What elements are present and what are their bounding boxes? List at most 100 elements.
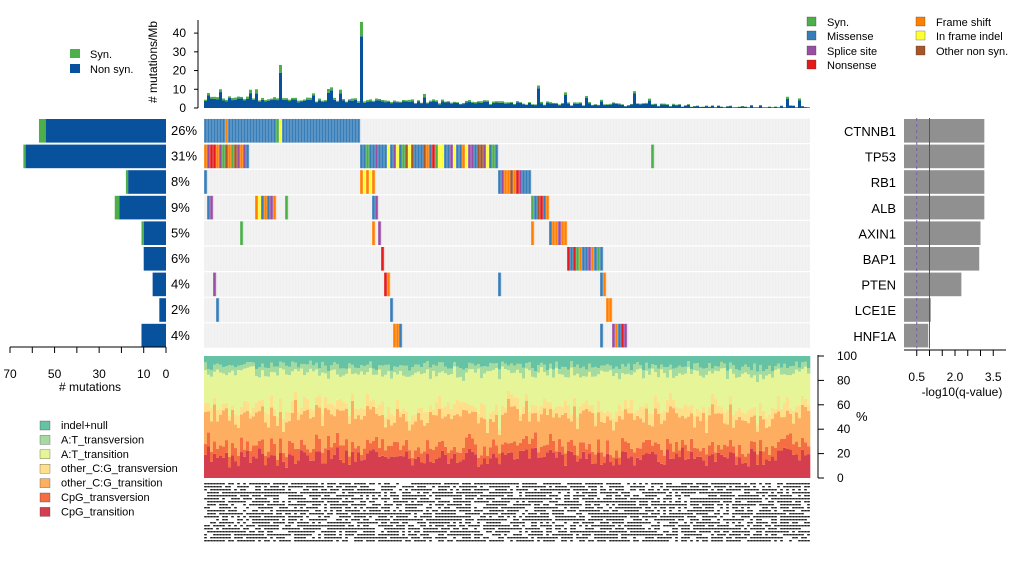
- spectrum-segment: [408, 450, 412, 459]
- sample-name-glyph: [249, 513, 252, 515]
- mutation-rate-nonsyn-bar: [606, 104, 609, 108]
- spectrum-segment: [300, 414, 304, 440]
- sample-name-glyph: [360, 528, 363, 530]
- sample-name-glyph: [282, 483, 285, 485]
- sample-name-glyph: [483, 501, 486, 503]
- spectrum-segment: [210, 408, 214, 422]
- spectrum-segment: [216, 448, 220, 458]
- sample-name-glyph: [504, 489, 507, 491]
- spectrum-segment: [552, 356, 556, 370]
- sample-name-glyph: [378, 534, 381, 536]
- sample-name-glyph: [606, 534, 609, 536]
- spectrum-segment: [354, 418, 358, 449]
- sample-name-glyph: [216, 501, 219, 503]
- spectrum-segment: [558, 439, 562, 452]
- spectrum-segment: [711, 404, 715, 442]
- sample-name-glyph: [411, 528, 414, 530]
- spectrum-segment: [549, 363, 553, 369]
- sample-name-glyph: [291, 528, 294, 530]
- sample-name-glyph: [342, 489, 345, 491]
- sample-name-glyph: [393, 537, 396, 539]
- sample-name-glyph: [693, 507, 696, 509]
- spectrum-segment: [756, 382, 760, 425]
- mutation-rate-nonsyn-bar: [513, 104, 516, 108]
- spectrum-segment: [762, 464, 766, 478]
- sample-name-glyph: [372, 522, 375, 524]
- mutation-cell: [456, 144, 460, 169]
- sample-name-glyph: [273, 504, 276, 506]
- sample-name-glyph: [276, 516, 279, 518]
- sample-name-glyph: [597, 507, 600, 509]
- spectrum-segment: [261, 439, 265, 455]
- mutation-rate-nonsyn-bar: [525, 104, 528, 108]
- spectrum-segment: [540, 446, 544, 458]
- sample-name-glyph: [330, 537, 333, 539]
- sample-name-glyph: [465, 486, 468, 488]
- sample-name-glyph: [555, 486, 558, 488]
- sample-name-glyph: [567, 501, 570, 503]
- spectrum-segment: [396, 374, 400, 400]
- mutation-rate-nonsyn-bar: [726, 106, 729, 108]
- sample-name-glyph: [411, 498, 414, 500]
- spectrum-segment: [207, 374, 211, 403]
- sample-name-glyph: [357, 540, 360, 542]
- sample-name-glyph: [339, 513, 342, 515]
- sample-name-glyph: [300, 519, 303, 521]
- sample-name-glyph: [330, 489, 333, 491]
- sample-name-glyph: [312, 495, 315, 497]
- sample-name-glyph: [618, 507, 621, 509]
- sample-name-glyph: [375, 504, 378, 506]
- spectrum-segment: [405, 421, 409, 440]
- sample-name-glyph: [300, 504, 303, 506]
- sample-name-glyph: [402, 531, 405, 533]
- spectrum-segment: [717, 406, 721, 414]
- spectrum-segment: [309, 368, 313, 409]
- spectrum-segment: [729, 439, 733, 453]
- mutation-rate-nonsyn-bar: [387, 102, 390, 108]
- sample-name-glyph: [516, 507, 519, 509]
- sample-name-glyph: [480, 534, 483, 536]
- sample-name-glyph: [225, 534, 228, 536]
- spectrum-segment: [480, 417, 484, 456]
- mutation-rate-nonsyn-bar: [777, 107, 780, 108]
- sample-name-glyph: [432, 528, 435, 530]
- sample-name-glyph: [555, 501, 558, 503]
- spectrum-segment: [318, 368, 322, 376]
- sample-name-glyph: [504, 525, 507, 527]
- spectrum-segment: [639, 356, 643, 366]
- mutation-rate-syn-bar: [645, 102, 648, 104]
- sample-name-glyph: [561, 531, 564, 533]
- sample-name-glyph: [510, 510, 513, 512]
- sample-name-glyph: [582, 516, 585, 518]
- spectrum-segment: [237, 466, 241, 478]
- mutation-cell: [366, 170, 370, 194]
- sample-name-glyph: [684, 495, 687, 497]
- spectrum-segment: [294, 391, 298, 400]
- sample-name-glyph: [288, 513, 291, 515]
- sample-name-glyph: [663, 540, 666, 542]
- sample-name-glyph: [531, 516, 534, 518]
- sample-name-glyph: [717, 537, 720, 539]
- spectrum-segment: [726, 379, 730, 411]
- sample-name-glyph: [432, 519, 435, 521]
- gene-percent-label: 4%: [171, 277, 190, 292]
- sample-name-glyph: [696, 525, 699, 527]
- mutation-rate-nonsyn-bar: [552, 103, 555, 108]
- sample-name-glyph: [696, 528, 699, 530]
- spectrum-segment: [507, 365, 511, 371]
- sample-name-glyph: [384, 498, 387, 500]
- spectrum-segment: [582, 403, 586, 411]
- mutation-rate-nonsyn-bar: [312, 95, 315, 108]
- sample-name-glyph: [552, 534, 555, 536]
- sample-name-glyph: [501, 486, 504, 488]
- sample-name-glyph: [573, 483, 576, 485]
- sample-name-glyph: [597, 531, 600, 533]
- spectrum-segment: [411, 424, 415, 458]
- sample-name-glyph: [393, 534, 396, 536]
- sample-name-glyph: [294, 495, 297, 497]
- sample-name-glyph: [480, 483, 483, 485]
- spectrum-segment: [735, 464, 739, 478]
- spectrum-segment: [360, 365, 364, 372]
- sample-name-glyph: [246, 528, 249, 530]
